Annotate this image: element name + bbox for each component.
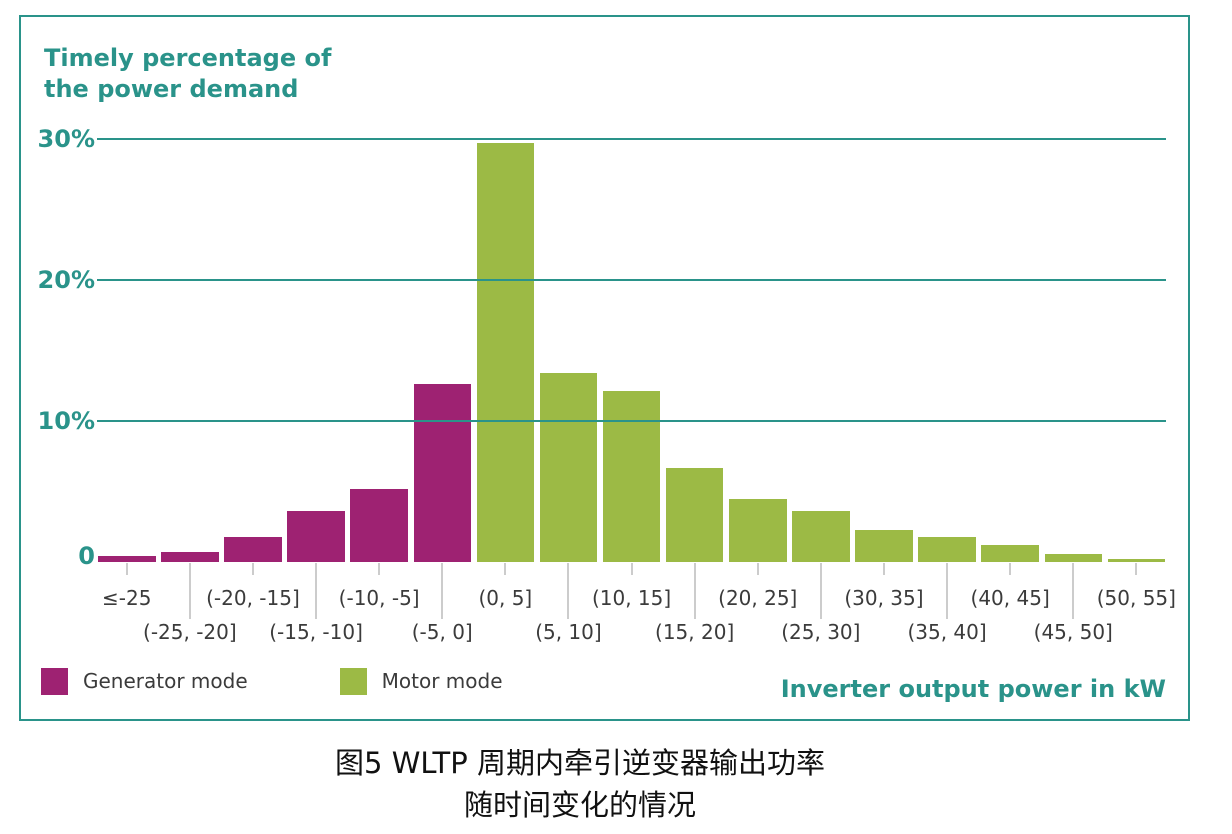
y-tick-label-20: 20% bbox=[37, 266, 95, 294]
x-tick-label: (35, 40] bbox=[907, 620, 987, 644]
chart-figure: Timely percentage of the power demand 30… bbox=[19, 15, 1190, 721]
y-axis-title-line1: Timely percentage of bbox=[44, 44, 332, 72]
x-tick-label: (20, 25] bbox=[718, 586, 798, 610]
histogram-bar-15 bbox=[981, 545, 1039, 562]
x-tick-label: (30, 35] bbox=[844, 586, 924, 610]
x-tick-mark bbox=[756, 563, 759, 575]
x-tick-mark bbox=[630, 563, 633, 575]
histogram-bar-9 bbox=[602, 391, 661, 562]
x-tick-label: (5, 10] bbox=[535, 620, 602, 644]
x-tick-mark bbox=[504, 563, 507, 575]
figure-caption: 图5 WLTP 周期内牵引逆变器输出功率 随时间变化的情况 bbox=[0, 742, 1160, 826]
x-tick-mark bbox=[1135, 563, 1138, 575]
y-axis-title: Timely percentage of the power demand bbox=[44, 43, 331, 105]
x-tick-label: (-10, -5] bbox=[338, 586, 420, 610]
histogram-bar-5 bbox=[350, 488, 408, 562]
x-tick-label: (-15, -10] bbox=[269, 620, 363, 644]
x-tick-mark bbox=[1009, 563, 1012, 575]
legend: Generator mode Motor mode bbox=[41, 668, 503, 695]
histogram-bar-6 bbox=[413, 384, 471, 562]
x-tick-mark bbox=[1072, 563, 1075, 619]
histogram-bar-4 bbox=[287, 511, 345, 562]
x-tick-label: (-5, 0] bbox=[411, 620, 473, 644]
histogram-bar-17 bbox=[1107, 559, 1166, 562]
x-tick-mark bbox=[882, 563, 885, 575]
histogram-bar-14 bbox=[918, 536, 976, 562]
motor-mode-label: Motor mode bbox=[381, 669, 503, 693]
x-tick-label: (-20, -15] bbox=[206, 586, 300, 610]
x-tick-mark bbox=[946, 563, 949, 619]
y-tick-label-0: 0 bbox=[78, 542, 95, 570]
x-tick-label: ≤-25 bbox=[102, 586, 152, 610]
y-tick-label-30: 30% bbox=[37, 125, 95, 153]
generator-mode-label: Generator mode bbox=[83, 669, 248, 693]
motor-mode-swatch-icon bbox=[339, 668, 367, 695]
x-tick-mark bbox=[441, 563, 444, 619]
x-tick-mark bbox=[567, 563, 570, 619]
histogram-bar-16 bbox=[1044, 553, 1102, 562]
histogram-bar-12 bbox=[792, 511, 850, 562]
x-tick-mark bbox=[125, 563, 128, 575]
x-tick-mark bbox=[693, 563, 696, 619]
x-tick-label: (15, 20] bbox=[655, 620, 735, 644]
plot-area: Timely percentage of the power demand 30… bbox=[21, 17, 1188, 719]
caption-line2: 随时间变化的情况 bbox=[463, 788, 696, 822]
histogram-bar-8 bbox=[539, 373, 598, 562]
caption-line1: 图5 WLTP 周期内牵引逆变器输出功率 bbox=[335, 746, 825, 780]
x-tick-label: (-25, -20] bbox=[143, 620, 237, 644]
x-tick-mark bbox=[315, 563, 318, 619]
histogram-bar-3 bbox=[224, 536, 282, 562]
x-tick-label: (45, 50] bbox=[1033, 620, 1113, 644]
y-axis-title-line2: the power demand bbox=[44, 75, 299, 103]
gridline-30pct bbox=[97, 138, 1166, 140]
histogram-bar-2 bbox=[161, 552, 219, 562]
x-tick-mark bbox=[819, 563, 822, 619]
y-tick-label-10: 10% bbox=[37, 407, 95, 435]
x-tick-label: (25, 30] bbox=[781, 620, 861, 644]
x-tick-label: (40, 45] bbox=[970, 586, 1050, 610]
gridline-10pct bbox=[97, 420, 1166, 422]
x-axis-title: Inverter output power in kW bbox=[780, 675, 1166, 703]
histogram-bar-11 bbox=[729, 498, 787, 562]
x-tick-label: (10, 15] bbox=[591, 586, 672, 610]
generator-mode-swatch-icon bbox=[41, 668, 68, 695]
x-tick-mark bbox=[378, 563, 381, 575]
histogram-bar-13 bbox=[855, 529, 913, 562]
gridline-20pct bbox=[97, 279, 1166, 281]
x-tick-label: (50, 55] bbox=[1096, 586, 1176, 610]
x-tick-label: (0, 5] bbox=[478, 586, 533, 610]
histogram-bar-1 bbox=[98, 556, 156, 562]
histogram-bar-7 bbox=[476, 143, 535, 562]
histogram-bar-10 bbox=[665, 467, 724, 562]
x-tick-mark bbox=[251, 563, 254, 575]
x-tick-mark bbox=[188, 563, 191, 619]
